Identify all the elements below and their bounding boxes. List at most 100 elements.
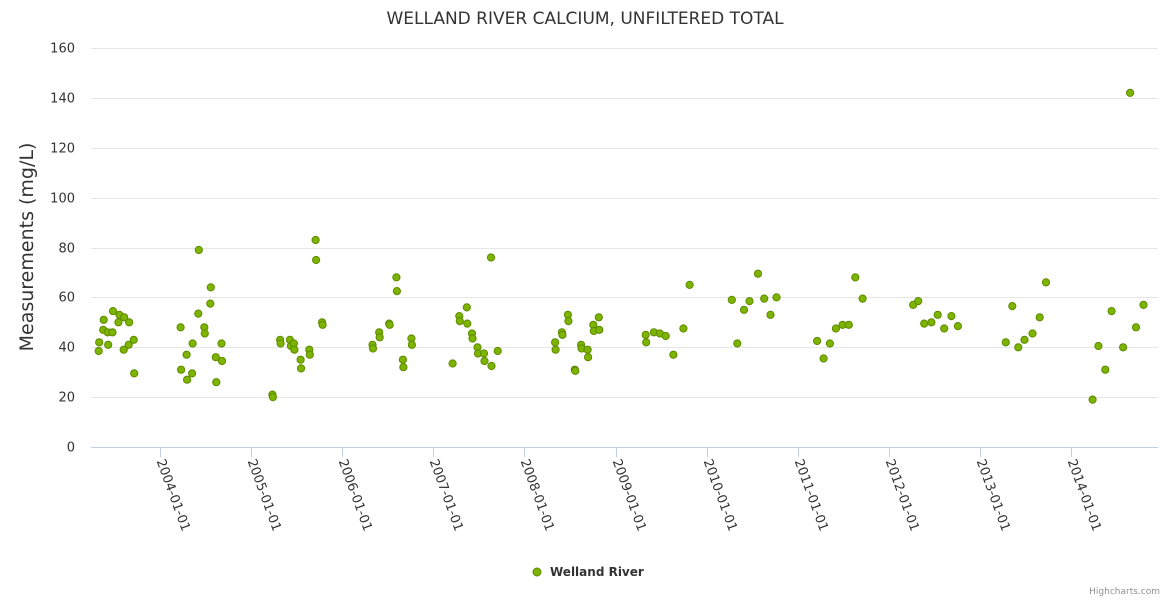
data-point[interactable] — [669, 350, 678, 359]
data-point[interactable] — [825, 339, 835, 348]
data-point[interactable] — [1107, 307, 1116, 316]
data-point[interactable] — [831, 324, 841, 333]
data-point[interactable] — [933, 310, 942, 319]
data-point[interactable] — [685, 280, 694, 289]
data-point[interactable] — [130, 369, 139, 378]
data-point[interactable] — [727, 295, 736, 304]
data-point[interactable] — [858, 294, 867, 303]
data-point[interactable] — [1119, 343, 1128, 352]
data-point[interactable] — [206, 283, 215, 292]
data-point[interactable] — [183, 375, 192, 384]
data-point[interactable] — [558, 330, 567, 339]
data-point[interactable] — [124, 340, 133, 349]
data-point[interactable] — [642, 338, 651, 347]
data-point[interactable] — [99, 315, 108, 324]
data-point[interactable] — [760, 294, 769, 303]
data-point[interactable] — [217, 339, 226, 348]
data-point[interactable] — [188, 339, 197, 348]
data-point[interactable] — [276, 339, 285, 348]
data-point[interactable] — [182, 350, 191, 359]
data-point[interactable] — [455, 317, 464, 326]
data-point[interactable] — [819, 354, 828, 363]
data-point[interactable] — [551, 338, 560, 347]
data-point[interactable] — [375, 333, 384, 342]
data-point[interactable] — [1131, 323, 1141, 332]
data-point[interactable] — [594, 313, 603, 322]
data-point[interactable] — [487, 361, 496, 371]
data-point[interactable] — [217, 356, 227, 366]
data-point[interactable] — [583, 345, 592, 354]
data-point[interactable] — [176, 323, 185, 332]
data-point[interactable] — [679, 324, 688, 333]
data-point[interactable] — [296, 355, 305, 364]
data-point[interactable] — [953, 322, 963, 331]
data-point[interactable] — [211, 353, 220, 362]
data-point[interactable] — [407, 340, 416, 349]
data-point[interactable] — [851, 273, 860, 282]
data-point[interactable] — [1041, 278, 1051, 287]
data-point[interactable] — [206, 299, 215, 308]
legend[interactable]: Welland River — [532, 565, 644, 579]
data-point[interactable] — [733, 339, 742, 348]
data-point[interactable] — [311, 235, 320, 245]
data-point[interactable] — [95, 338, 104, 347]
data-point[interactable] — [661, 331, 670, 341]
data-point[interactable] — [1094, 341, 1103, 351]
data-point[interactable] — [114, 318, 123, 327]
data-point[interactable] — [1126, 88, 1135, 98]
data-point[interactable] — [188, 369, 197, 378]
data-point[interactable] — [940, 324, 949, 333]
data-point[interactable] — [385, 320, 394, 329]
data-point[interactable] — [119, 345, 128, 354]
data-point[interactable] — [571, 366, 580, 375]
data-point[interactable] — [194, 245, 203, 255]
data-point[interactable] — [305, 350, 314, 359]
data-point[interactable] — [108, 307, 118, 316]
data-point[interactable] — [468, 334, 477, 343]
data-point[interactable] — [479, 349, 489, 358]
data-point[interactable] — [463, 319, 472, 328]
data-point[interactable] — [1014, 343, 1023, 352]
credits[interactable]: Highcharts.com — [1089, 587, 1160, 597]
data-point[interactable] — [1088, 395, 1097, 404]
data-point[interactable] — [200, 329, 209, 338]
data-point[interactable] — [584, 353, 593, 362]
data-point[interactable] — [392, 287, 401, 296]
data-point[interactable] — [641, 330, 650, 339]
data-point[interactable] — [268, 393, 277, 402]
data-point[interactable] — [94, 346, 103, 356]
data-point[interactable] — [448, 359, 457, 368]
legend-item-welland-river[interactable]: Welland River — [550, 565, 644, 579]
data-point[interactable] — [392, 273, 401, 282]
data-point[interactable] — [920, 319, 929, 328]
data-point[interactable] — [194, 309, 203, 318]
data-point[interactable] — [212, 378, 221, 387]
data-point[interactable] — [108, 328, 117, 337]
data-point[interactable] — [844, 320, 853, 329]
data-point[interactable] — [1028, 329, 1037, 338]
data-point[interactable] — [1035, 313, 1044, 322]
data-point[interactable] — [753, 269, 763, 278]
data-point[interactable] — [486, 253, 496, 262]
series-welland-river[interactable] — [94, 88, 1148, 404]
data-point[interactable] — [480, 356, 489, 366]
data-point[interactable] — [1020, 335, 1029, 344]
data-point[interactable] — [462, 303, 471, 312]
data-point[interactable] — [177, 365, 186, 374]
data-point[interactable] — [564, 317, 573, 326]
data-point[interactable] — [1139, 300, 1148, 309]
data-point[interactable] — [927, 318, 936, 327]
data-point[interactable] — [493, 346, 502, 356]
data-point[interactable] — [595, 325, 604, 334]
data-point[interactable] — [1001, 338, 1010, 347]
data-point[interactable] — [813, 336, 822, 346]
data-point[interactable] — [290, 345, 299, 354]
data-point[interactable] — [1101, 365, 1110, 374]
data-point[interactable] — [947, 312, 956, 321]
data-point[interactable] — [318, 320, 327, 329]
data-point[interactable] — [398, 355, 407, 364]
data-point[interactable] — [766, 310, 775, 319]
data-point[interactable] — [399, 363, 408, 372]
legend-marker[interactable] — [532, 567, 542, 577]
data-point[interactable] — [739, 305, 749, 314]
